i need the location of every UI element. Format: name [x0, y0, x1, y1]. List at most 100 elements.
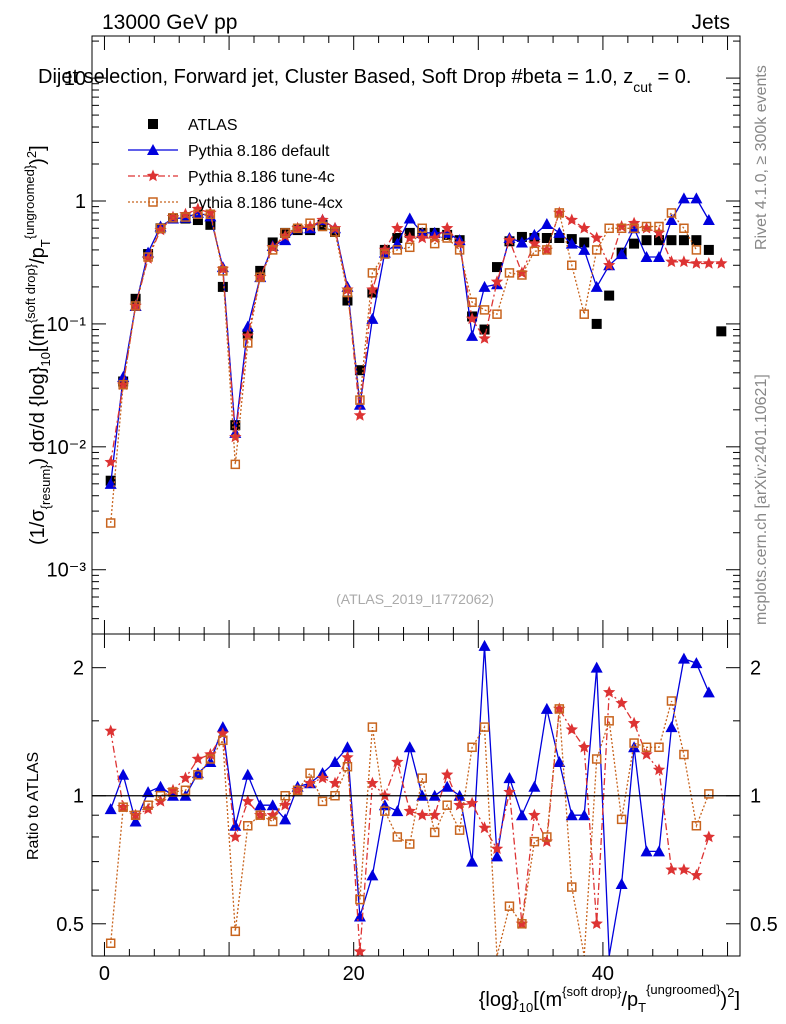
main-point-pythia-8-186-tune-4cx	[130, 301, 141, 311]
main-point-pythia-8-186-default	[117, 370, 130, 382]
ratio-point-pythia-8-186-default	[503, 772, 516, 784]
ratio-point-pythia-8-186-default	[117, 768, 130, 780]
ratio-point-pythia-8-186-tune-4cx	[704, 789, 714, 799]
ratio-point-pythia-8-186-default	[615, 878, 628, 890]
main-point-pythia-8-186-tune-4cx	[105, 518, 116, 528]
x-tick-label: 0	[99, 963, 110, 985]
ratio-point-pythia-8-186-tune-4c	[627, 716, 641, 729]
ratio-point-pythia-8-186-tune-4cx	[130, 810, 141, 820]
ratio-y-axis-label: Ratio to ATLAS	[25, 752, 42, 860]
main-point-pythia-8-186-tune-4cx	[429, 238, 440, 249]
ratio-point-pythia-8-186-default	[653, 845, 665, 857]
main-point-pythia-8-186-tune-4c	[677, 255, 691, 268]
main-point-pythia-8-186-default	[653, 251, 665, 263]
main-panel: 10⁻³ 10⁻² 10⁻¹ 1 10	[47, 35, 741, 635]
ratio-point-pythia-8-186-default	[590, 661, 603, 673]
main-point-atlas	[342, 295, 353, 306]
main-point-atlas	[591, 318, 602, 329]
main-point-pythia-8-186-tune-4c	[279, 229, 292, 242]
ratio-point-pythia-8-186-tune-4cx	[255, 810, 265, 820]
main-point-pythia-8-186-tune-4c	[241, 329, 254, 342]
main-point-atlas	[354, 365, 365, 376]
main-point-atlas	[641, 235, 652, 246]
main-point-pythia-8-186-tune-4cx	[330, 227, 340, 237]
main-point-pythia-8-186-default	[702, 214, 715, 226]
ratio-point-pythia-8-186-default	[665, 721, 678, 733]
ratio-point-pythia-8-186-tune-4cx	[105, 938, 116, 949]
ratio-point-pythia-8-186-tune-4c	[341, 751, 354, 763]
main-point-pythia-8-186-tune-4cx	[666, 208, 677, 218]
zcut-tail: = 0.	[652, 66, 691, 88]
ratio-point-pythia-8-186-tune-4c	[191, 752, 205, 765]
main-point-pythia-8-186-default	[466, 329, 479, 341]
main-point-pythia-8-186-tune-4cx	[367, 268, 378, 278]
ratio-point-pythia-8-186-tune-4c	[603, 685, 616, 698]
ratio-point-pythia-8-186-tune-4cx	[205, 754, 216, 764]
ratio-point-pythia-8-186-default	[241, 768, 254, 780]
legend: ATLAS Pythia 8.186 default Pythia 8.186 tu…	[128, 117, 343, 212]
main-point-pythia-8-186-tune-4cx	[691, 245, 702, 255]
main-point-atlas	[629, 238, 640, 249]
main-point-pythia-8-186-tune-4c	[353, 408, 367, 421]
ratio-point-pythia-8-186-tune-4c	[565, 723, 578, 735]
ratio-point-pythia-8-186-tune-4c	[229, 830, 242, 843]
ratio-point-pythia-8-186-tune-4cx	[654, 742, 664, 753]
ratio-point-pythia-8-186-default	[553, 756, 566, 768]
main-point-pythia-8-186-default	[279, 234, 292, 246]
ratio-point-pythia-8-186-tune-4c	[129, 808, 142, 821]
ratio-point-pythia-8-186-tune-4c	[503, 785, 516, 798]
process-label: Jets	[691, 11, 730, 34]
ratio-point-pythia-8-186-tune-4c	[528, 808, 541, 821]
main-point-atlas	[205, 219, 216, 230]
ratio-point-pythia-8-186-tune-4cx	[454, 825, 465, 835]
ratio-point-pythia-8-186-tune-4cx	[342, 761, 353, 772]
main-point-pythia-8-186-tune-4c	[378, 243, 391, 256]
main-point-pythia-8-186-tune-4c	[578, 221, 591, 234]
ratio-point-pythia-8-186-tune-4c	[665, 863, 678, 875]
x-tick-label: 40	[592, 963, 614, 985]
main-point-atlas	[192, 215, 203, 226]
main-point-pythia-8-186-default	[441, 226, 454, 238]
main-point-pythia-8-186-tune-4c	[665, 255, 678, 268]
main-y-tick-label: 10	[64, 68, 86, 90]
ratio-point-pythia-8-186-default	[466, 855, 479, 867]
ratio-point-pythia-8-186-tune-4c	[515, 917, 529, 929]
main-point-pythia-8-186-default	[590, 280, 603, 292]
main-point-pythia-8-186-tune-4cx	[454, 245, 465, 255]
ratio-point-pythia-8-186-default	[279, 813, 292, 825]
selection-title: Dijet selection, Forward jet, Cluster Ba…	[38, 66, 691, 95]
ratio-point-pythia-8-186-tune-4cx	[243, 821, 253, 831]
main-point-pythia-8-186-tune-4c	[204, 206, 217, 219]
main-point-pythia-8-186-tune-4c	[129, 299, 142, 312]
main-point-pythia-8-186-tune-4c	[441, 221, 454, 234]
main-point-pythia-8-186-tune-4cx	[604, 223, 614, 234]
ratio-point-pythia-8-186-tune-4c	[490, 842, 504, 855]
main-point-pythia-8-186-default	[142, 246, 155, 258]
ratio-point-pythia-8-186-default	[204, 756, 217, 768]
main-point-pythia-8-186-default	[665, 214, 678, 226]
main-point-pythia-8-186-default	[640, 251, 653, 263]
ratio-y-tick-label-right: 2	[750, 658, 761, 680]
ratio-point-pythia-8-186-tune-4c	[590, 917, 603, 929]
ratio-point-pythia-8-186-tune-4cx	[380, 806, 390, 816]
main-point-pythia-8-186-tune-4cx	[654, 221, 664, 232]
ratio-series-pythia-8-186-tune-4cx	[105, 696, 714, 957]
main-point-pythia-8-186-tune-4cx	[641, 221, 652, 232]
main-point-pythia-8-186-tune-4c	[254, 270, 267, 283]
main-point-atlas	[492, 262, 502, 273]
legend-marker-pythia-8-186-default	[147, 144, 159, 155]
ratio-y-tick-label-right: 0.5	[750, 914, 778, 936]
main-point-pythia-8-186-tune-4cx	[629, 223, 639, 234]
main-point-pythia-8-186-tune-4c	[104, 455, 117, 468]
main-point-pythia-8-186-default	[690, 192, 703, 204]
main-point-atlas	[703, 244, 714, 255]
main-point-pythia-8-186-tune-4cx	[180, 212, 191, 222]
main-point-pythia-8-186-default	[191, 206, 204, 218]
ratio-point-pythia-8-186-tune-4c	[378, 789, 391, 801]
ratio-point-pythia-8-186-tune-4cx	[542, 832, 552, 842]
main-series-pythia-8-186-tune-4cx	[105, 208, 702, 528]
main-point-pythia-8-186-tune-4cx	[193, 209, 203, 220]
ratio-point-pythia-8-186-tune-4cx	[292, 785, 303, 796]
main-point-pythia-8-186-default	[366, 312, 379, 324]
main-point-pythia-8-186-tune-4c	[291, 221, 304, 234]
